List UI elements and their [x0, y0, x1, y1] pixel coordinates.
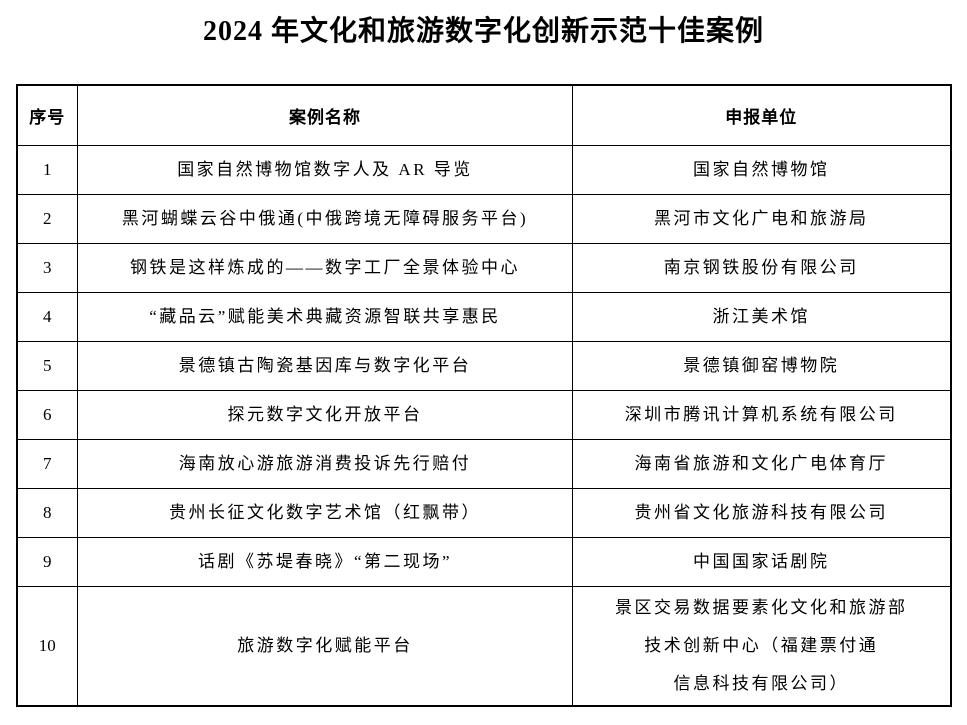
cases-table: 序号 案例名称 申报单位 1 国家自然博物馆数字人及 AR 导览 国家自然博物馆…: [15, 84, 952, 707]
case-name-cell: 海南放心游旅游消费投诉先行赔付: [77, 438, 573, 489]
case-name-cell: 话剧《苏堤春晓》“第二现场”: [77, 536, 573, 587]
col-header-org: 申报单位: [572, 84, 951, 146]
case-name-cell: 景德镇古陶瓷基因库与数字化平台: [77, 340, 573, 391]
table-row: 1 国家自然博物馆数字人及 AR 导览 国家自然博物馆: [16, 144, 951, 195]
table-row: 2 黑河蝴蝶云谷中俄通(中俄跨境无障碍服务平台) 黑河市文化广电和旅游局: [16, 193, 951, 244]
table-row: 5 景德镇古陶瓷基因库与数字化平台 景德镇御窑博物院: [16, 340, 951, 391]
table-row: 8 贵州长征文化数字艺术馆（红飘带） 贵州省文化旅游科技有限公司: [16, 487, 951, 538]
table-row: 4 “藏品云”赋能美术典藏资源智联共享惠民 浙江美术馆: [16, 291, 951, 342]
org-cell: 国家自然博物馆: [572, 144, 951, 195]
row-number-cell: 8: [16, 487, 78, 538]
col-header-case-name: 案例名称: [77, 84, 573, 146]
case-name-cell: 黑河蝴蝶云谷中俄通(中俄跨境无障碍服务平台): [77, 193, 573, 244]
row-number-cell: 2: [16, 193, 78, 244]
row-number-cell: 4: [16, 291, 78, 342]
org-cell: 深圳市腾讯计算机系统有限公司: [572, 389, 951, 440]
row-number-cell: 9: [16, 536, 78, 587]
org-cell: 浙江美术馆: [572, 291, 951, 342]
table-row: 9 话剧《苏堤春晓》“第二现场” 中国国家话剧院: [16, 536, 951, 587]
table-row: 10 旅游数字化赋能平台 景区交易数据要素化文化和旅游部 技术创新中心（福建票付…: [16, 585, 951, 706]
table-row: 7 海南放心游旅游消费投诉先行赔付 海南省旅游和文化广电体育厅: [16, 438, 951, 489]
row-number-cell: 5: [16, 340, 78, 391]
org-cell: 海南省旅游和文化广电体育厅: [572, 438, 951, 489]
table-row: 6 探元数字文化开放平台 深圳市腾讯计算机系统有限公司: [16, 389, 951, 440]
org-cell: 中国国家话剧院: [572, 536, 951, 587]
case-name-cell: 钢铁是这样炼成的——数字工厂全景体验中心: [77, 242, 573, 293]
org-cell: 贵州省文化旅游科技有限公司: [572, 487, 951, 538]
case-name-cell: “藏品云”赋能美术典藏资源智联共享惠民: [77, 291, 573, 342]
row-number-cell: 3: [16, 242, 78, 293]
case-name-cell: 旅游数字化赋能平台: [77, 585, 573, 706]
case-name-cell: 贵州长征文化数字艺术馆（红飘带）: [77, 487, 573, 538]
col-header-no: 序号: [16, 84, 78, 146]
case-name-cell: 探元数字文化开放平台: [77, 389, 573, 440]
row-number-cell: 6: [16, 389, 78, 440]
org-cell: 景区交易数据要素化文化和旅游部 技术创新中心（福建票付通 信息科技有限公司）: [572, 585, 951, 706]
org-cell: 南京钢铁股份有限公司: [572, 242, 951, 293]
page-title: 2024 年文化和旅游数字化创新示范十佳案例: [202, 16, 764, 47]
case-name-cell: 国家自然博物馆数字人及 AR 导览: [77, 144, 573, 195]
org-cell: 景德镇御窑博物院: [572, 340, 951, 391]
org-cell: 黑河市文化广电和旅游局: [572, 193, 951, 244]
row-number-cell: 10: [16, 585, 78, 706]
table-row: 3 钢铁是这样炼成的——数字工厂全景体验中心 南京钢铁股份有限公司: [16, 242, 951, 293]
row-number-cell: 1: [16, 144, 78, 195]
table-header-row: 序号 案例名称 申报单位: [16, 84, 951, 146]
row-number-cell: 7: [16, 438, 78, 489]
